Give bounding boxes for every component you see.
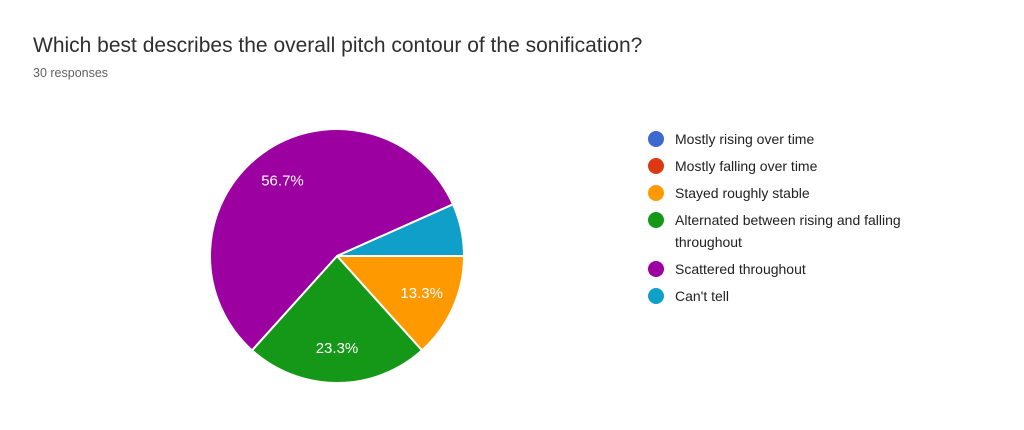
pie-percent-label-stayed-roughly-stable: 13.3% <box>400 285 443 302</box>
response-count: 30 responses <box>33 66 109 80</box>
legend-label: Alternated between rising and falling th… <box>675 212 901 250</box>
legend-item-can-t-tell: Can't tell <box>648 285 958 307</box>
pie-slice-can-t-tell[interactable] <box>336 203 465 257</box>
pie-slice-stayed-roughly-stable[interactable] <box>336 255 465 352</box>
legend-item-scattered-throughout: Scattered throughout <box>648 258 958 280</box>
legend-swatch-icon <box>648 158 664 174</box>
legend-swatch-icon <box>648 212 664 228</box>
legend-item-stayed-roughly-stable: Stayed roughly stable <box>648 182 958 204</box>
pie-chart: 13.3% 23.3% 56.7% <box>202 121 472 391</box>
legend-swatch-icon <box>648 261 664 277</box>
legend-swatch-icon <box>648 131 664 147</box>
question-title: Which best describes the overall pitch c… <box>33 34 643 57</box>
legend-item-mostly-falling-over-time: Mostly falling over time <box>648 155 958 177</box>
legend-item-alternated-between-rising-and-falling-throughout: Alternated between rising and falling th… <box>648 209 958 253</box>
legend-label: Scattered throughout <box>675 261 806 277</box>
legend-item-mostly-rising-over-time: Mostly rising over time <box>648 128 958 150</box>
legend-label: Mostly rising over time <box>675 131 815 147</box>
pie-slice-alternated-between-rising-and-falling-throughout[interactable] <box>251 255 423 385</box>
legend-label: Can't tell <box>675 288 730 304</box>
pie-percent-label-alternated-between-rising-and-falling-throughout: 23.3% <box>316 340 359 357</box>
pie-chart-svg: 13.3% 23.3% 56.7% <box>209 128 465 385</box>
pie-slice-scattered-throughout[interactable] <box>209 128 455 352</box>
legend-swatch-icon <box>648 185 664 201</box>
legend-label: Stayed roughly stable <box>675 185 810 201</box>
chart-legend: Mostly rising over time Mostly falling o… <box>648 128 958 307</box>
legend-label: Mostly falling over time <box>675 158 818 174</box>
pie-percent-label-scattered-throughout: 56.7% <box>261 173 304 190</box>
legend-swatch-icon <box>648 288 664 304</box>
